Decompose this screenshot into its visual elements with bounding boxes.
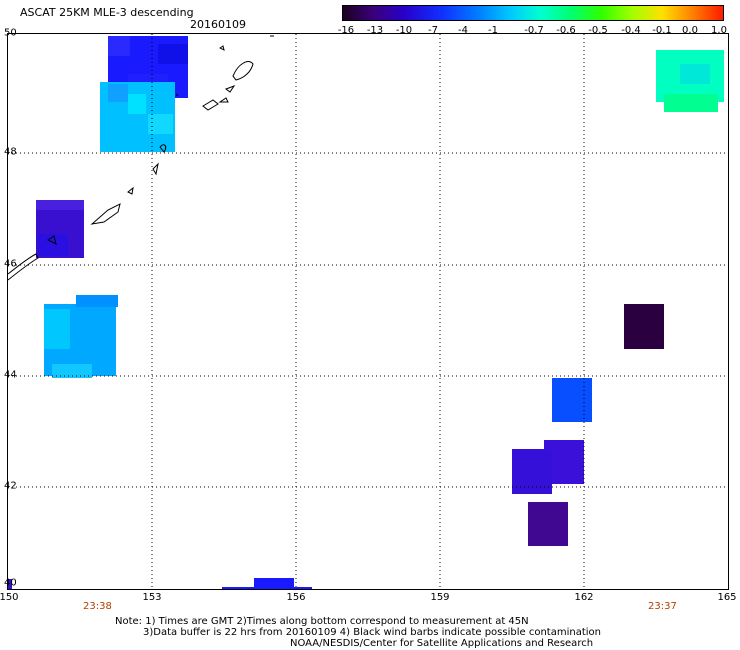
island-outline (232, 61, 254, 81)
swath-kamchatka-south (100, 82, 175, 152)
colorbar-label: -16 (337, 25, 355, 36)
map-date: 20160109 (190, 18, 246, 31)
swath-purple-east (528, 502, 568, 546)
pass-time-right: 23:37 (648, 601, 677, 612)
swath-hokkaido-east (44, 295, 118, 378)
island-outline (218, 97, 229, 103)
lon-label: 162 (574, 592, 594, 603)
note-line-2: 3)Data buffer is 22 hrs from 20160109 4)… (143, 627, 601, 638)
swath-cell (52, 364, 92, 378)
colorbar-label: -1 (488, 25, 498, 36)
swath-cell (254, 578, 294, 589)
island-outline (224, 84, 236, 93)
lat-label: 40 (4, 577, 17, 589)
lat-label: 50 (4, 27, 17, 39)
island-outline (90, 203, 121, 225)
colorbar-label: 0.0 (682, 25, 698, 36)
coast-outline (175, 93, 179, 97)
lon-label: 153 (142, 592, 162, 603)
island-outline (47, 235, 57, 245)
swath-cell (148, 114, 173, 134)
lon-label: 159 (430, 592, 450, 603)
swath-cell (38, 234, 68, 256)
pass-time-left: 23:38 (83, 601, 112, 612)
colorbar-label: -0.7 (524, 25, 544, 36)
swath-dark-east (624, 304, 664, 349)
lon-label: 156 (286, 592, 306, 603)
swath-bottom-blue (8, 578, 312, 589)
map-frame (7, 33, 729, 590)
swath-cell (108, 84, 128, 102)
lat-label: 46 (4, 258, 17, 270)
coast-outline (8, 253, 39, 281)
lat-label: 42 (4, 480, 17, 492)
colorbar-label: -0.1 (652, 25, 672, 36)
island-outline (159, 144, 167, 153)
swath-cell (664, 94, 718, 112)
swath-cell (76, 295, 118, 307)
island-outline (202, 99, 219, 111)
lat-label: 48 (4, 146, 17, 158)
colorbar-label: -13 (366, 25, 384, 36)
island-outline (219, 45, 225, 51)
colorbar-label: -10 (395, 25, 413, 36)
swath-cell (44, 309, 70, 349)
swath-cell (108, 36, 130, 56)
colorbar-label: -0.6 (556, 25, 576, 36)
swath-kuril-west (36, 200, 84, 258)
graticule (8, 34, 728, 589)
map-canvas (8, 34, 728, 589)
swath-blue-east (552, 378, 592, 422)
island-outline (152, 162, 159, 176)
swath-cell (36, 200, 84, 210)
colorbar-label: -4 (458, 25, 468, 36)
lon-label: 150 (0, 592, 19, 603)
lon-label: 165 (717, 592, 737, 603)
map-title: ASCAT 25KM MLE-3 descending (20, 6, 194, 19)
swath-cell (8, 579, 12, 589)
island-outline (127, 186, 134, 195)
coastline (8, 35, 274, 281)
swath-cell (128, 94, 146, 114)
note-line-3: NOAA/NESDIS/Center for Satellite Applica… (290, 638, 594, 649)
colorbar-label: -7 (428, 25, 438, 36)
color-scale-bar (342, 5, 724, 21)
swath-cell (680, 64, 710, 84)
lat-label: 44 (4, 369, 17, 381)
swath-cell (158, 44, 188, 64)
swath-cell (222, 587, 312, 589)
note-line-1: Note: 1) Times are GMT 2)Times along bot… (115, 616, 529, 627)
colorbar-label: -0.4 (621, 25, 641, 36)
colorbar-label: 1.0 (711, 25, 727, 36)
swath-northeast (656, 50, 724, 112)
colorbar-label: -0.5 (588, 25, 608, 36)
